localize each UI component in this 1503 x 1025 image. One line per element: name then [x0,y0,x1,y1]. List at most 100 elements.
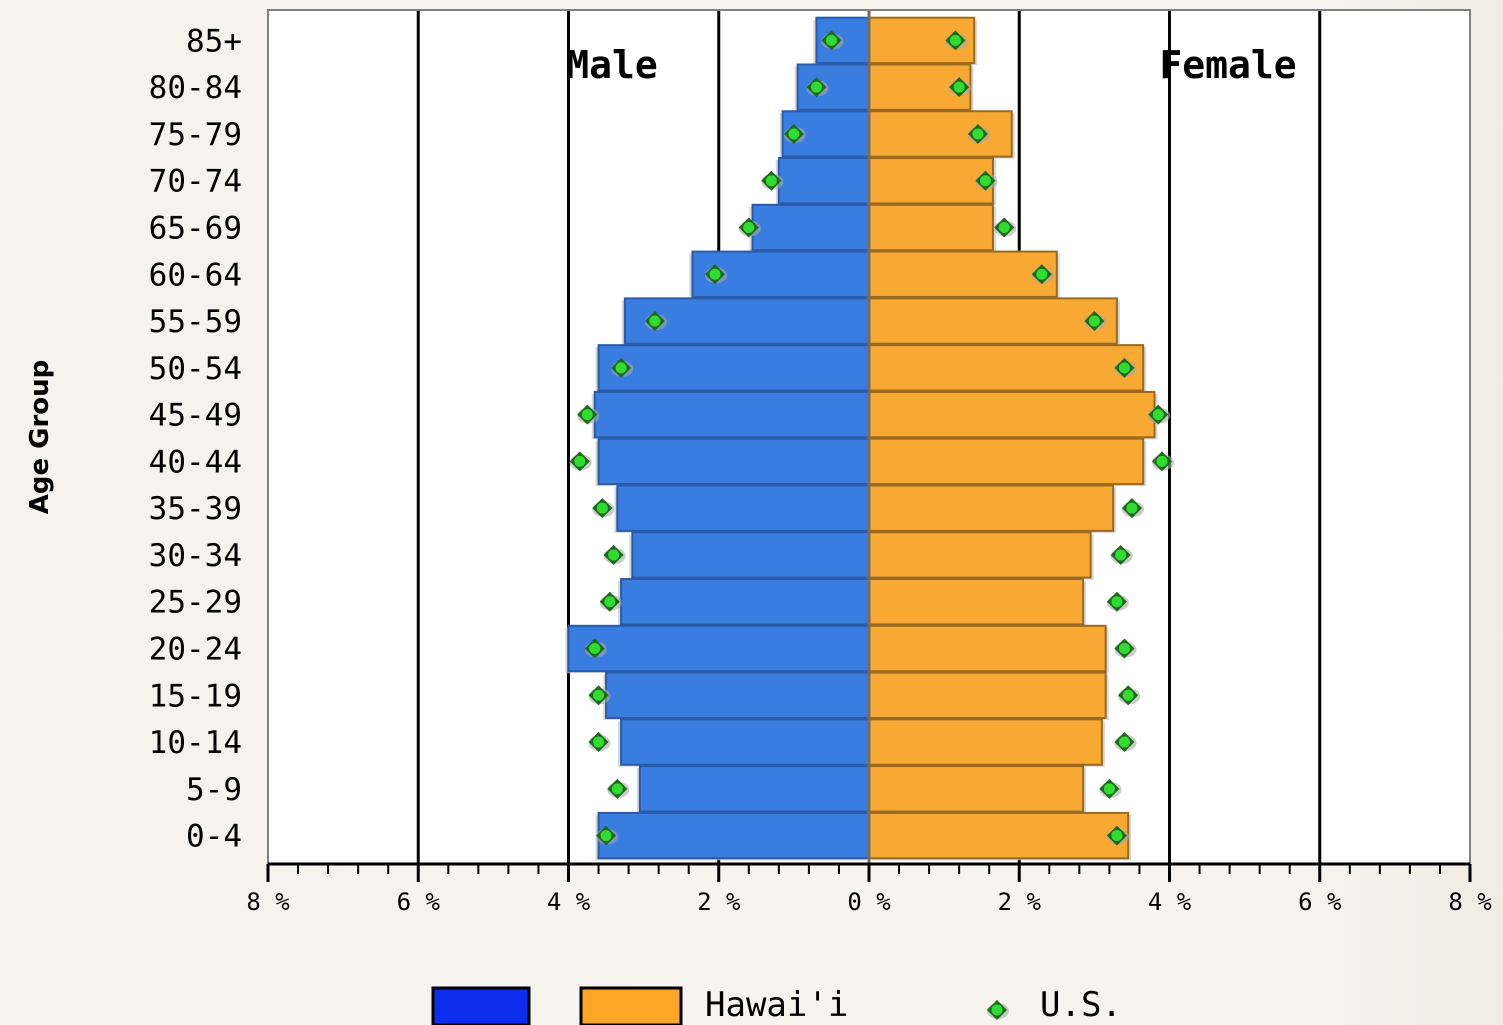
female-bar-25-29 [868,578,1085,626]
y-tick-label: 5-9 [186,772,242,808]
female-bar-30-34 [868,531,1092,579]
male-side-label: Male [566,43,658,87]
marker-fill [593,736,605,748]
male-bar-0-4 [597,811,870,860]
us-female-marker-55-59 [1084,311,1107,332]
y-tick-label: 50-54 [149,351,242,387]
male-bar-30-34 [631,531,871,579]
female-bar-85+ [868,16,976,65]
us-male-marker-35-39 [592,498,615,519]
marker-fill [788,128,800,140]
marker-fill [1118,643,1130,654]
female-bar-75-79 [868,110,1013,158]
female-bar-65-69 [868,203,994,252]
us-male-marker-85+ [821,30,844,51]
x-tick-label: 4 % [1148,888,1192,916]
us-male-marker-5-9 [607,778,630,799]
x-tick-label: 4 % [547,888,591,916]
us-female-marker-15-19 [1118,685,1141,706]
y-tick-label: 10-14 [149,725,242,761]
female-bar-70-74 [868,157,994,205]
marker-fill [1122,689,1134,701]
female-side-label: Female [1159,43,1296,87]
male-bar-40-44 [597,437,870,486]
female-bar-10-14 [868,718,1103,766]
female-bar-15-19 [868,671,1107,719]
marker-fill [810,81,822,93]
legend-us-dot [987,1000,1009,1020]
us-female-marker-85+ [945,30,968,51]
us-female-marker-70-74 [975,170,998,191]
marker-fill [1126,502,1138,514]
legend-male-swatch [431,986,531,1025]
us-female-marker-65-69 [994,217,1017,238]
marker-fill [1115,549,1127,561]
us-male-marker-40-44 [569,451,592,472]
y-axis-label: Age Group [25,360,55,515]
marker-fill [991,1004,1003,1016]
y-tick-label: 30-34 [149,538,242,574]
us-female-marker-40-44 [1151,451,1174,472]
y-tick-label: 80-84 [149,70,242,106]
y-tick-label: 75-79 [149,117,242,153]
marker-fill [596,502,608,514]
female-bar-5-9 [868,765,1085,813]
marker-fill [972,128,984,140]
us-female-marker-80-84 [949,77,972,98]
female-bar-40-44 [868,437,1145,486]
x-tick-label: 0 % [847,888,891,916]
y-tick-label: 45-49 [149,398,242,434]
x-tick-label: 6 % [1298,888,1342,916]
female-bar-20-24 [868,624,1107,673]
marker-fill [1111,830,1123,842]
female-bar-50-54 [868,344,1145,392]
x-tick-label: 2 % [998,888,1042,916]
female-bar-45-49 [868,390,1156,439]
male-bar-45-49 [593,390,870,439]
marker-fill [709,268,721,280]
legend-female-swatch [579,986,683,1025]
us-female-marker-45-49 [1148,404,1171,425]
y-tick-label: 15-19 [149,678,242,714]
marker-fill [953,81,965,93]
marker-fill [649,315,661,327]
marker-fill [1156,455,1168,467]
y-tick-label: 20-24 [149,632,242,668]
marker-fill [743,222,755,233]
male-bar-70-74 [777,157,870,205]
marker-fill [589,643,601,654]
x-tick-label: 6 % [397,888,441,916]
marker-fill [1111,596,1123,608]
us-male-marker-60-64 [704,264,727,285]
marker-fill [615,362,627,374]
y-tick-label: 70-74 [149,164,242,200]
marker-fill [608,549,620,561]
marker-fill [998,222,1010,233]
us-female-marker-5-9 [1099,778,1122,799]
x-tick-label: 8 % [1448,888,1492,916]
male-bar-25-29 [620,578,871,626]
us-female-marker-60-64 [1031,264,1054,285]
us-male-marker-75-79 [783,123,806,144]
marker-fill [765,175,777,187]
male-bar-60-64 [691,250,870,298]
y-tick-label: 85+ [186,23,242,59]
legend-hawaii-label: Hawai'i [705,985,848,1025]
y-axis-tick-labels: 85+ 80-84 75-79 70-74 65-69 60-64 55-59 50-54 45… [149,23,242,854]
marker-fill [1103,783,1115,795]
us-male-marker-45-49 [577,404,600,425]
male-bar-5-9 [638,765,871,813]
female-bar-60-64 [868,250,1058,298]
legend: Hawai'i U.S. [431,985,1122,1025]
y-tick-label: 65-69 [149,211,242,247]
marker-fill [1118,736,1130,748]
us-male-marker-15-19 [588,685,611,706]
us-female-marker-10-14 [1114,732,1137,753]
marker-fill [979,175,991,187]
female-bar-35-39 [868,484,1115,532]
marker-fill [1118,362,1130,374]
female-bar-0-4 [868,811,1130,860]
male-bar-35-39 [616,484,870,532]
